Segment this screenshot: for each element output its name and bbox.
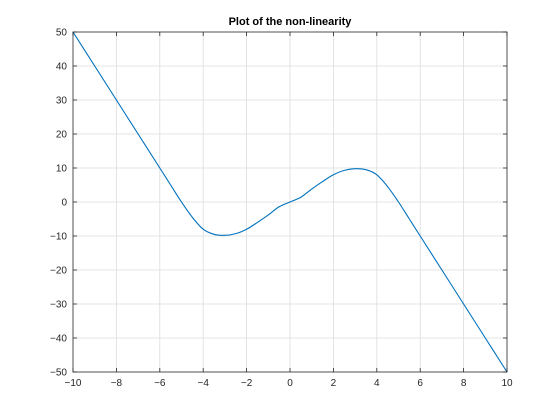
series-line-0 — [72, 31, 508, 373]
y-tick-label: −30 — [50, 300, 67, 311]
x-tick-label: 4 — [374, 378, 380, 389]
x-tick-label: 2 — [331, 378, 337, 389]
x-tick-label: −10 — [65, 378, 82, 389]
x-tick-label: 10 — [501, 378, 513, 389]
y-tick-label: 20 — [56, 130, 68, 141]
axis-tick-labels: −10 −8 −6 −4 −2 0 2 4 6 8 10−50−40−30−20−100102030… — [50, 28, 513, 390]
x-tick-label: −8 — [111, 378, 123, 389]
series-layer — [72, 31, 508, 373]
y-tick-label: −20 — [50, 266, 67, 277]
y-tick-label: 30 — [56, 96, 68, 107]
y-tick-label: −40 — [50, 334, 67, 345]
y-tick-label: −50 — [50, 368, 67, 379]
x-tick-label: −2 — [241, 378, 253, 389]
y-tick-label: 40 — [56, 62, 68, 73]
y-tick-label: 0 — [61, 198, 67, 209]
x-tick-label: 8 — [461, 378, 467, 389]
x-tick-label: 6 — [417, 378, 423, 389]
chart-title: Plot of the non-linearity — [229, 16, 353, 28]
axis-ticks — [72, 31, 508, 373]
y-tick-label: 50 — [56, 28, 68, 39]
y-tick-label: −10 — [50, 232, 67, 243]
y-tick-label: 10 — [56, 164, 68, 175]
x-tick-label: −4 — [197, 378, 209, 389]
x-tick-label: −6 — [154, 378, 166, 389]
x-tick-label: 0 — [287, 378, 293, 389]
